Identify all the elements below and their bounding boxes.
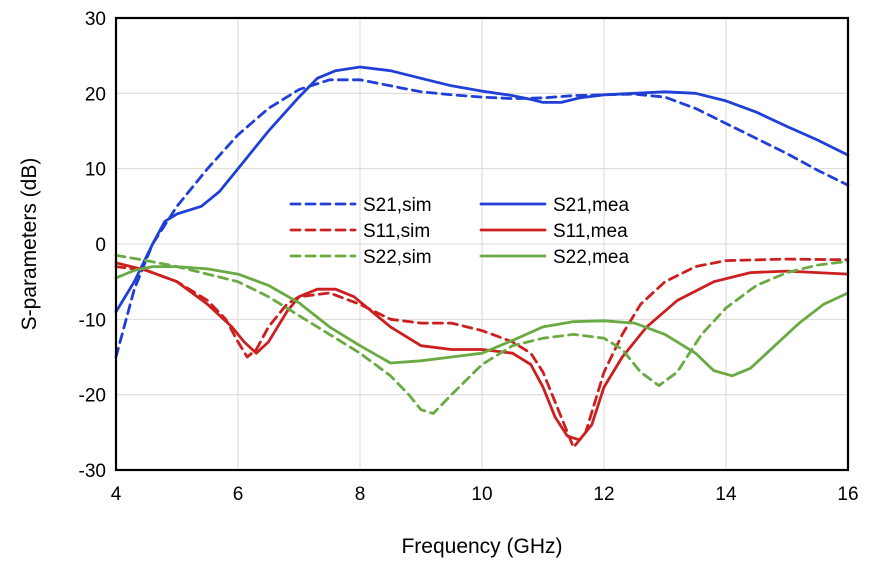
y-tick-label: 10 (85, 160, 106, 181)
y-tick-label: -10 (79, 310, 106, 331)
y-tick-label: -20 (79, 386, 106, 407)
y-tick-label: -30 (79, 461, 106, 482)
y-tick-label: 0 (95, 235, 106, 256)
x-tick-label: 8 (355, 484, 366, 505)
legend-label-s11-sim: S11,sim (363, 221, 430, 242)
series-line-s21-sim (114, 78, 850, 359)
y-tick-label: 20 (85, 84, 106, 105)
legend: S21,sim S21,mea S11,sim S11,mea S22,sim S22,m… (289, 195, 629, 268)
series-line-s11-mea (114, 261, 850, 442)
x-tick-label: 4 (111, 484, 122, 505)
legend-label-s22-sim: S22,sim (363, 247, 432, 268)
series-line-s11-sim (114, 257, 850, 449)
x-tick-label: 10 (471, 484, 492, 505)
legend-label-s21-sim: S21,sim (363, 195, 432, 216)
y-tick-label: 30 (85, 9, 106, 30)
series-line-s21-mea (114, 65, 850, 314)
legend-label-s22-mea: S22,mea (553, 247, 629, 268)
y-axis-ticks: -30 -20 -10 0 10 20 30 (79, 9, 106, 482)
x-tick-label: 16 (837, 484, 858, 505)
series-line-s22-mea (114, 265, 850, 378)
x-axis-title: Frequency (GHz) (401, 535, 562, 558)
legend-label-s11-mea: S11,mea (553, 221, 628, 242)
x-tick-label: 6 (233, 484, 244, 505)
legend-label-s21-mea: S21,mea (553, 195, 629, 216)
grid (116, 18, 848, 470)
plot-area-frame (114, 16, 850, 472)
series-group (114, 65, 850, 449)
x-tick-label: 12 (593, 484, 614, 505)
x-axis-ticks: 4 6 8 10 12 14 16 (111, 484, 859, 505)
y-axis-title: S-parameters (dB) (18, 158, 41, 331)
series-line-s22-sim (114, 253, 850, 415)
x-tick-label: 14 (715, 484, 737, 505)
